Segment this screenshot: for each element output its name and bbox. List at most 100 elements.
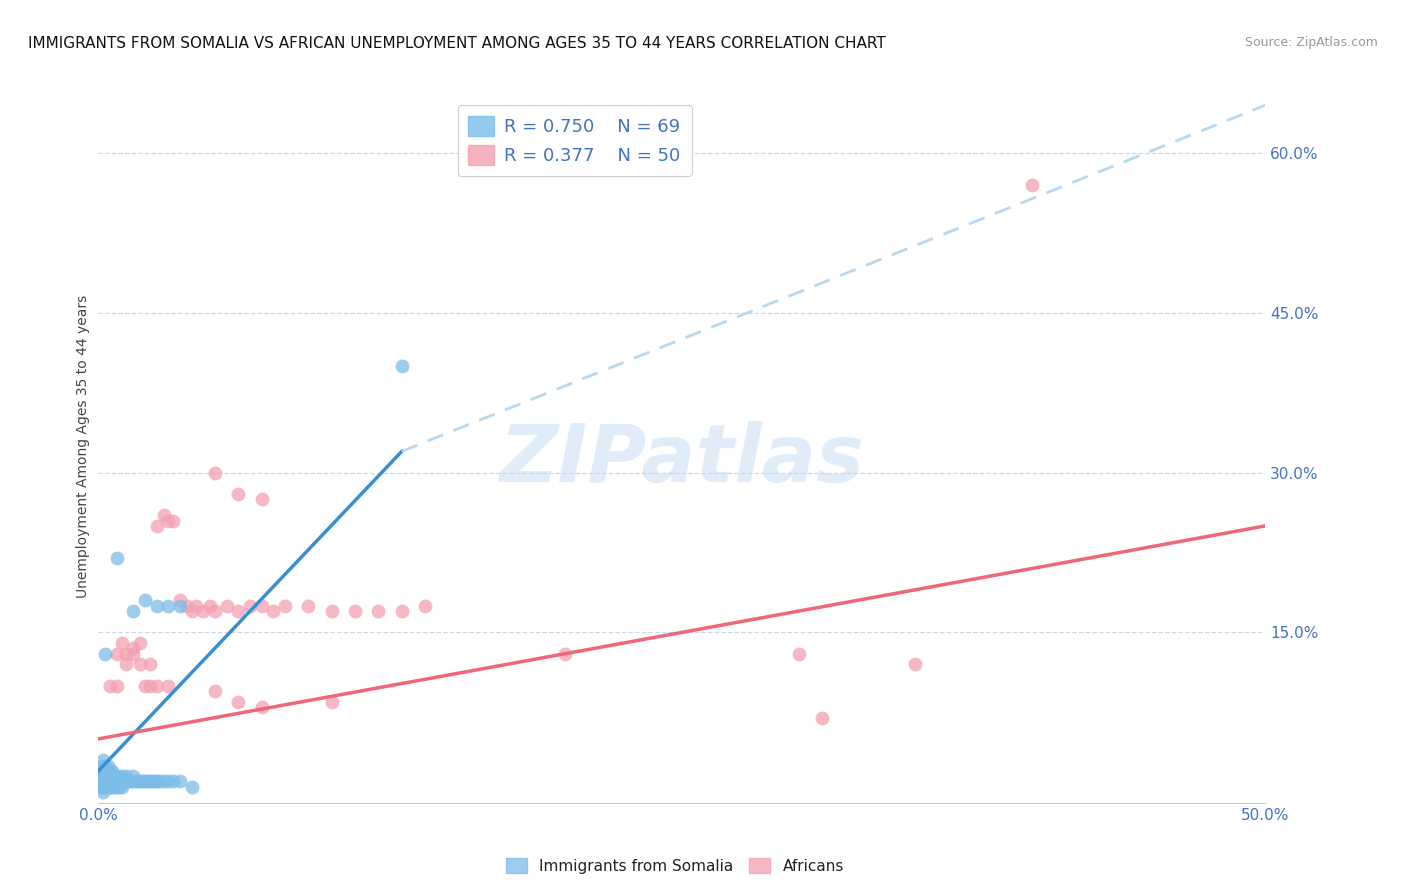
Point	[104, 769, 127, 783]
Point	[146, 519, 169, 533]
Point	[169, 774, 191, 789]
Point	[97, 780, 120, 794]
Point	[344, 604, 367, 618]
Point	[97, 774, 120, 789]
Point	[115, 647, 138, 661]
Point	[97, 758, 120, 772]
Point	[554, 647, 576, 661]
Point	[146, 679, 169, 693]
Point	[105, 769, 128, 783]
Point	[105, 550, 128, 565]
Point	[169, 593, 191, 607]
Point	[105, 679, 128, 693]
Text: Source: ZipAtlas.com: Source: ZipAtlas.com	[1244, 36, 1378, 49]
Point	[91, 769, 114, 783]
Point	[120, 774, 142, 789]
Y-axis label: Unemployment Among Ages 35 to 44 years: Unemployment Among Ages 35 to 44 years	[76, 294, 90, 598]
Point	[118, 774, 141, 789]
Point	[391, 604, 413, 618]
Point	[157, 599, 180, 613]
Legend: Immigrants from Somalia, Africans: Immigrants from Somalia, Africans	[499, 852, 851, 880]
Point	[180, 780, 202, 794]
Point	[136, 774, 159, 789]
Point	[90, 774, 112, 789]
Point	[274, 599, 297, 613]
Point	[146, 774, 169, 789]
Point	[367, 604, 389, 618]
Point	[1021, 178, 1043, 192]
Point	[162, 774, 184, 789]
Point	[125, 774, 148, 789]
Point	[91, 780, 114, 794]
Point	[134, 593, 156, 607]
Point	[787, 647, 810, 661]
Point	[139, 774, 162, 789]
Point	[127, 774, 149, 789]
Text: ZIPatlas: ZIPatlas	[499, 421, 865, 500]
Point	[157, 774, 180, 789]
Point	[104, 774, 127, 789]
Point	[250, 700, 273, 714]
Point	[143, 774, 166, 789]
Point	[215, 599, 238, 613]
Point	[91, 764, 114, 778]
Point	[141, 774, 163, 789]
Point	[132, 774, 155, 789]
Point	[94, 774, 117, 789]
Point	[115, 769, 138, 783]
Point	[204, 684, 226, 698]
Point	[129, 636, 152, 650]
Point	[91, 774, 114, 789]
Point	[180, 604, 202, 618]
Point	[115, 657, 138, 672]
Point	[228, 487, 250, 501]
Point	[94, 764, 117, 778]
Point	[129, 657, 152, 672]
Point	[105, 774, 128, 789]
Point	[108, 780, 131, 794]
Point	[134, 774, 156, 789]
Point	[111, 636, 134, 650]
Point	[139, 657, 162, 672]
Point	[98, 780, 121, 794]
Point	[108, 774, 131, 789]
Point	[97, 764, 120, 778]
Point	[91, 785, 114, 799]
Point	[91, 753, 114, 767]
Point	[101, 769, 124, 783]
Point	[152, 774, 174, 789]
Point	[157, 514, 180, 528]
Point	[186, 599, 208, 613]
Point	[94, 769, 117, 783]
Point	[239, 599, 262, 613]
Point	[122, 647, 145, 661]
Point	[321, 604, 343, 618]
Point	[904, 657, 927, 672]
Legend: R = 0.750    N = 69, R = 0.377    N = 50: R = 0.750 N = 69, R = 0.377 N = 50	[457, 105, 692, 176]
Point	[105, 647, 128, 661]
Point	[122, 774, 145, 789]
Point	[321, 695, 343, 709]
Point	[101, 774, 124, 789]
Point	[162, 514, 184, 528]
Point	[134, 679, 156, 693]
Point	[204, 466, 226, 480]
Point	[94, 758, 117, 772]
Point	[115, 774, 138, 789]
Point	[101, 780, 124, 794]
Point	[105, 780, 128, 794]
Point	[104, 780, 127, 794]
Point	[193, 604, 215, 618]
Point	[101, 764, 124, 778]
Point	[122, 641, 145, 656]
Point	[139, 679, 162, 693]
Point	[176, 599, 198, 613]
Point	[262, 604, 284, 618]
Point	[169, 599, 191, 613]
Point	[98, 679, 121, 693]
Point	[204, 604, 226, 618]
Text: IMMIGRANTS FROM SOMALIA VS AFRICAN UNEMPLOYMENT AMONG AGES 35 TO 44 YEARS CORREL: IMMIGRANTS FROM SOMALIA VS AFRICAN UNEMP…	[28, 36, 886, 51]
Point	[413, 599, 436, 613]
Point	[152, 508, 174, 523]
Point	[157, 679, 180, 693]
